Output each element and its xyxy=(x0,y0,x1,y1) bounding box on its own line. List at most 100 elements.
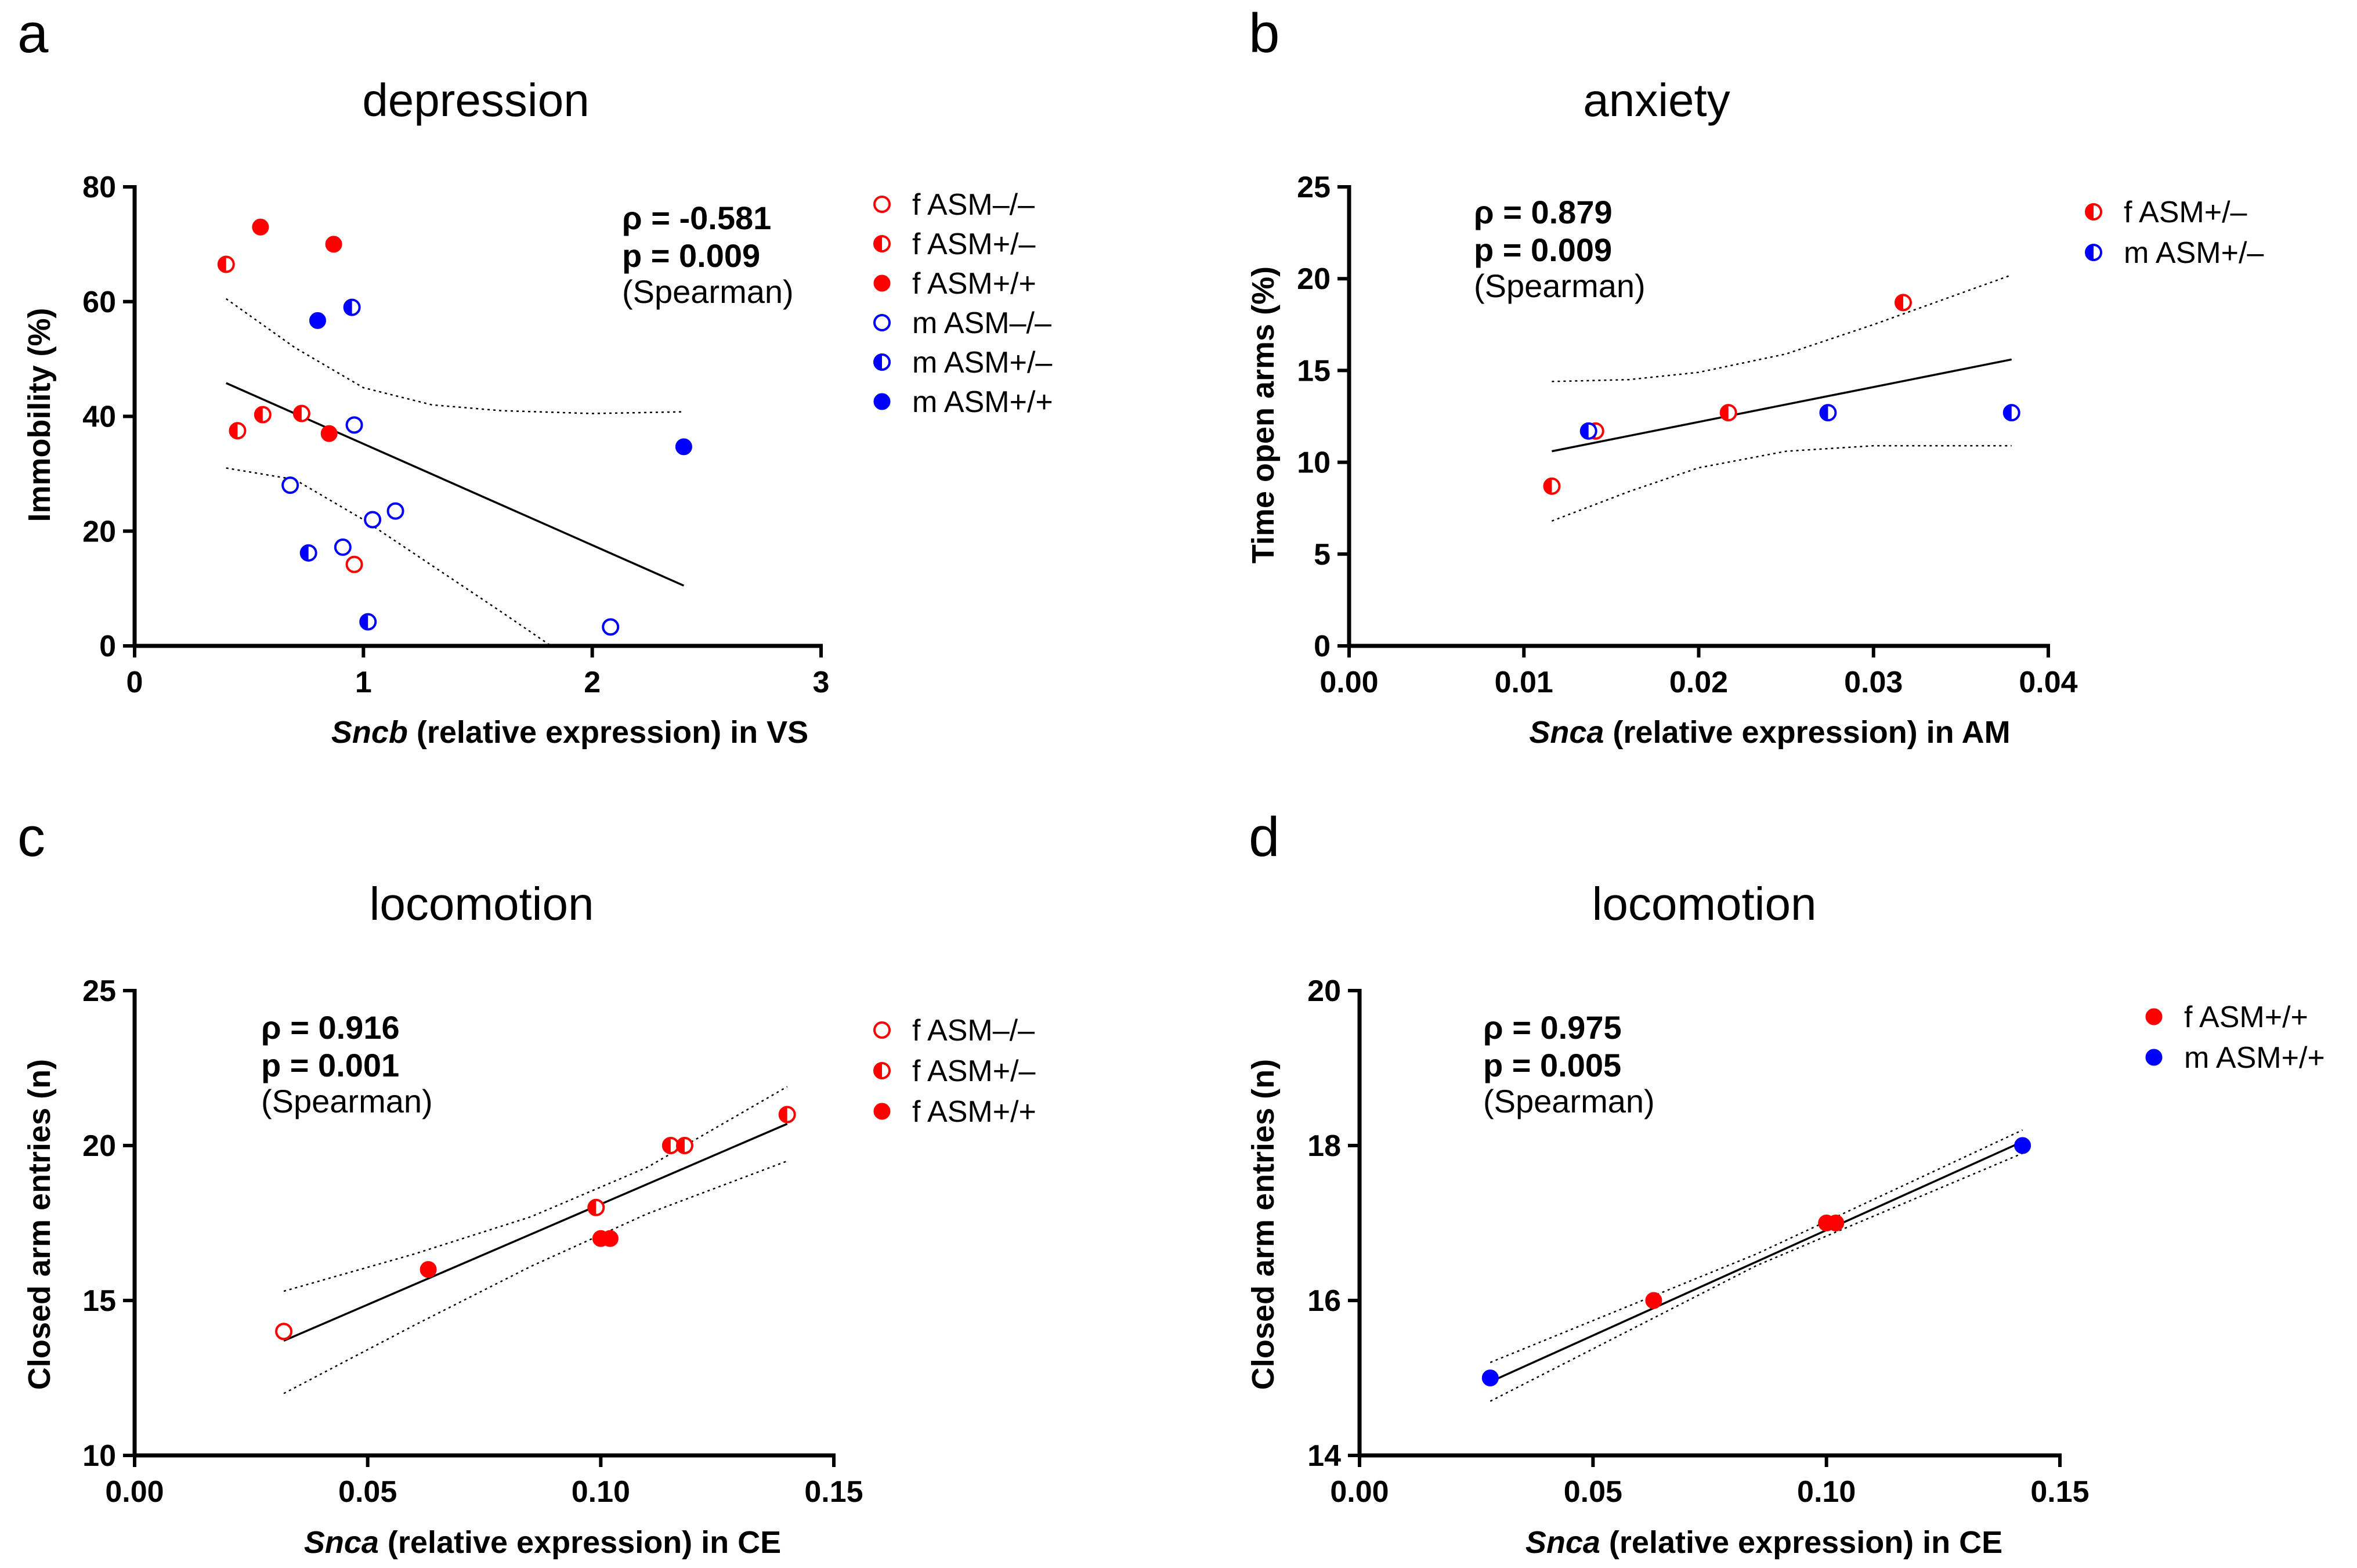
panel-d-legend: f ASM+/+ m ASM+/+ xyxy=(2145,1000,2325,1075)
panel-b-x-tick-label: 0.00 xyxy=(1320,666,1378,699)
panel-c: c locomotion 0.00 0.05 0.10 0.15 10 15 20 25 ρ … xyxy=(17,806,1036,1560)
panel-b-data-point xyxy=(1579,422,1597,440)
panel-d-xlabel-rest: (relative expression) in CE xyxy=(1600,1525,2002,1560)
panel-c-legend-marker-half-fill xyxy=(874,1063,882,1078)
panel-b-regression-line xyxy=(1552,358,2012,453)
panel-c-legend-marker-ring xyxy=(873,1021,891,1039)
panel-a-legend-item: m ASM+/– xyxy=(873,346,1052,380)
panel-b-title: anxiety xyxy=(1583,74,1730,126)
panel-d-legend-marker xyxy=(2145,1008,2163,1025)
panel-a-data-point xyxy=(359,613,377,631)
panel-a-legend-marker-ring xyxy=(873,196,891,213)
panel-c-data-point-half-fill xyxy=(663,1138,671,1153)
panel-b-data-point xyxy=(2002,404,2020,422)
panel-a-xlabel-gene: Sncb xyxy=(331,715,408,750)
panel-a-legend-marker xyxy=(873,353,891,371)
panel-a: a depression 0 1 2 3 0 20 40 60 80 ρ = -0.581 p … xyxy=(17,2,1053,750)
panel-c-legend: f ASM–/– f ASM+/– f ASM+/+ xyxy=(873,1014,1036,1129)
panel-a-y-tick-label: 60 xyxy=(82,286,116,319)
panel-c-legend-marker xyxy=(873,1103,891,1120)
panel-d-data-point xyxy=(2014,1137,2031,1154)
panel-a-data-point-half-fill xyxy=(294,406,302,421)
panel-a-legend-item: m ASM+/+ xyxy=(873,385,1053,419)
panel-b-legend-label: m ASM+/– xyxy=(2124,236,2264,270)
panel-a-x-tick-label: 1 xyxy=(355,666,372,699)
panel-c-data-point-half-fill xyxy=(677,1138,685,1153)
panel-d-test: (Spearman) xyxy=(1483,1083,1655,1119)
panel-a-x-tick-label: 3 xyxy=(813,666,830,699)
panel-a-legend-marker-ring xyxy=(873,314,891,331)
panel-c-rho: ρ = 0.916 xyxy=(261,1009,400,1046)
panel-a-data-point-ring xyxy=(386,502,404,520)
panel-d-data-point xyxy=(1645,1292,1662,1309)
panel-c-data-point xyxy=(661,1137,679,1154)
panel-b-data-point-half-fill xyxy=(1581,423,1589,439)
panel-b-xlabel-rest: (relative expression) in AM xyxy=(1604,715,2010,750)
panel-b-p-value: p = 0.009 xyxy=(1474,232,1612,268)
panel-a-data-point-half-fill xyxy=(344,299,352,315)
panel-a-y-tick-label: 80 xyxy=(82,171,116,204)
panel-a-x-tick-label: 0 xyxy=(126,666,143,699)
panel-b-data-point-half-fill xyxy=(1544,478,1552,494)
panel-c-y-tick-label: 20 xyxy=(82,1129,116,1163)
panel-c-ylabel: Closed arm entries (n) xyxy=(22,1059,57,1390)
panel-a-data-point xyxy=(281,476,299,494)
panel-b-stats: ρ = 0.879 p = 0.009 (Spearman) xyxy=(1474,194,1646,304)
panel-d-xlabel: Snca (relative expression) in CE xyxy=(1525,1525,2002,1560)
panel-a-data-point xyxy=(345,416,363,434)
panel-c-data-point xyxy=(420,1261,437,1278)
panel-d-legend-marker xyxy=(2145,1049,2163,1066)
panel-c-x-tick-label: 0.10 xyxy=(572,1475,630,1509)
panel-d-data-point-dot xyxy=(1481,1370,1499,1386)
panel-a-legend-label: m ASM+/+ xyxy=(912,385,1053,419)
panel-a-data-point-ring xyxy=(334,538,352,556)
panel-c-data-point xyxy=(587,1198,605,1216)
panel-b-data-point xyxy=(1894,294,1912,312)
panel-d-legend-marker-dot xyxy=(2145,1049,2163,1066)
panel-a-plot: 0 1 2 3 0 20 40 60 80 xyxy=(82,171,829,699)
panel-b-legend: f ASM+/– m ASM+/– xyxy=(2085,196,2264,270)
panel-a-data-point-half-fill xyxy=(218,256,226,272)
panel-a-data-point-ring xyxy=(345,416,363,434)
panel-a-data-point-half-fill xyxy=(255,407,263,422)
panel-d-ylabel: Closed arm entries (n) xyxy=(1246,1059,1281,1390)
panel-a-data-point-dot xyxy=(309,312,326,329)
panel-b-x-tick-label: 0.03 xyxy=(1844,666,1903,699)
panel-b-y-tick-label: 15 xyxy=(1297,354,1331,388)
panel-a-data-point-dot xyxy=(252,218,269,236)
panel-b-ci-upper-band xyxy=(1552,274,2012,382)
panel-c-ci-lower-band xyxy=(283,1160,788,1394)
panel-letter-a: a xyxy=(17,2,49,64)
panel-b-data-point-half-fill xyxy=(2004,405,2012,421)
panel-a-legend-marker xyxy=(873,235,891,252)
panel-d-y-tick-label: 20 xyxy=(1307,974,1341,1008)
panel-b-legend-marker xyxy=(2085,203,2102,221)
panel-b-data-point xyxy=(1543,477,1561,495)
panel-b-data-point-half-fill xyxy=(1820,405,1828,421)
panel-d-legend-marker-dot xyxy=(2145,1008,2163,1025)
panel-b-plot: 0.00 0.01 0.02 0.03 0.04 0 5 10 15 20 25 xyxy=(1297,171,2078,699)
panel-d-data-point xyxy=(1481,1370,1499,1386)
panel-a-legend-marker xyxy=(873,196,891,213)
panel-b-x-tick-label: 0.04 xyxy=(2019,666,2077,699)
panel-b-legend-item: m ASM+/– xyxy=(2085,236,2264,270)
panel-a-data-point xyxy=(309,312,326,329)
panel-c-title: locomotion xyxy=(370,878,594,930)
panel-a-legend-marker xyxy=(873,393,891,410)
panel-c-y-tick-label: 10 xyxy=(82,1439,116,1473)
panel-a-x-tick-label: 2 xyxy=(584,666,601,699)
panel-d-rho: ρ = 0.975 xyxy=(1483,1009,1622,1046)
panel-b-data-point-half-fill xyxy=(1895,295,1903,310)
panel-a-data-point-dot xyxy=(325,236,342,253)
panel-c-data-point-half-fill xyxy=(588,1200,597,1215)
panel-d-data-point-dot xyxy=(1827,1215,1845,1231)
panel-a-title: depression xyxy=(362,74,589,126)
panel-a-y-tick-label: 0 xyxy=(99,630,116,663)
panel-a-data-point xyxy=(320,425,338,442)
panel-c-legend-label: f ASM+/+ xyxy=(912,1095,1036,1129)
panel-a-legend-item: m ASM–/– xyxy=(873,306,1051,340)
panel-a-data-point-dot xyxy=(320,425,338,442)
panel-a-ylabel: Immobility (%) xyxy=(22,308,57,522)
panel-a-data-point xyxy=(343,298,361,316)
